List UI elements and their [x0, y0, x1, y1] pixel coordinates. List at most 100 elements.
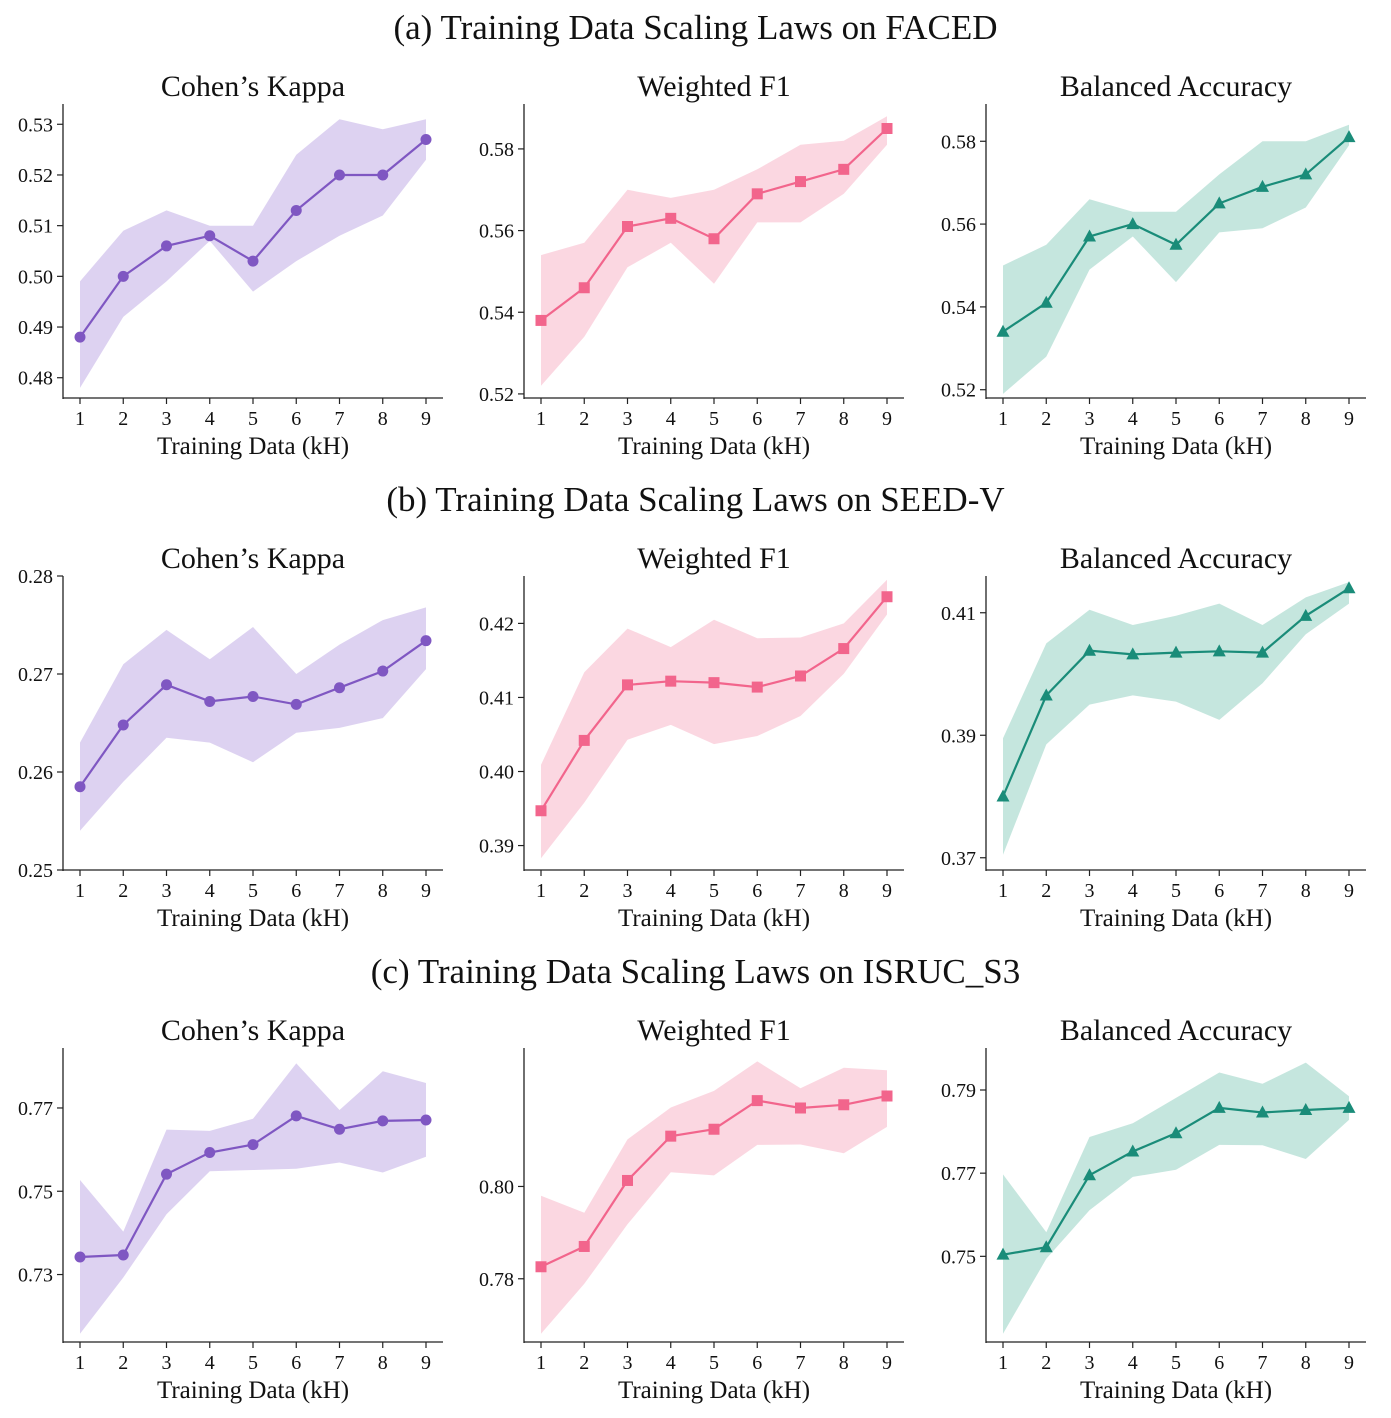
confidence-band: [1003, 124, 1349, 394]
x-tick-label: 4: [205, 1352, 215, 1374]
data-point: [708, 233, 720, 245]
x-tick-label: 8: [378, 880, 388, 902]
data-point: [247, 1139, 259, 1151]
data-point: [161, 1168, 172, 1180]
data-point: [1256, 645, 1269, 658]
x-tick-label: 7: [1258, 408, 1268, 430]
x-tick-label: 8: [1301, 1352, 1311, 1374]
x-tick-label: 9: [882, 408, 892, 430]
y-tick-label: 0.40: [479, 762, 514, 784]
x-tick-label: 5: [1171, 1352, 1181, 1374]
data-point: [795, 1102, 806, 1114]
y-tick-label: 0.58: [941, 131, 976, 153]
x-axis-label: Training Data (kH): [618, 433, 810, 460]
y-tick-label: 0.77: [941, 1163, 976, 1185]
x-tick-label: 3: [162, 408, 172, 430]
data-point: [290, 1110, 302, 1122]
x-tick-label: 6: [752, 408, 762, 430]
data-point: [74, 331, 86, 343]
x-tick-label: 2: [579, 408, 589, 430]
x-tick-label: 8: [378, 408, 388, 430]
x-tick-label: 7: [1258, 1352, 1268, 1374]
x-tick-label: 5: [248, 880, 258, 902]
x-tick-label: 3: [623, 408, 633, 430]
y-tick-label: 0.56: [479, 221, 514, 243]
data-point: [1256, 1105, 1269, 1118]
data-point: [665, 1130, 677, 1142]
x-tick-label: 3: [1085, 880, 1095, 902]
data-point: [881, 1090, 893, 1102]
y-tick-label: 0.48: [18, 368, 53, 390]
x-tick-label: 8: [839, 1352, 849, 1374]
x-tick-label: 6: [1214, 1352, 1224, 1374]
x-tick-label: 8: [1301, 408, 1311, 430]
x-tick-label: 5: [1171, 880, 1181, 902]
y-tick-label: 0.39: [479, 836, 514, 858]
data-point: [290, 698, 302, 710]
data-point: [881, 123, 893, 134]
x-tick-label: 5: [709, 1352, 719, 1374]
confidence-band: [541, 116, 887, 386]
x-tick-label: 6: [1214, 408, 1224, 430]
y-tick-label: 0.52: [479, 384, 514, 406]
x-tick-label: 1: [75, 1352, 85, 1374]
x-tick-label: 8: [1301, 880, 1311, 902]
y-tick-label: 0.42: [479, 613, 514, 635]
data-point: [1083, 229, 1096, 242]
x-axis-label: Training Data (kH): [618, 1377, 810, 1404]
panel-0-0: Cohen’s Kappa 0.48 0.49 0.50 0.51 0.52 0.53 1 2 3…: [18, 70, 443, 460]
data-point: [1169, 645, 1183, 658]
data-point: [420, 1114, 432, 1126]
x-tick-label: 1: [536, 880, 546, 902]
data-point: [1039, 688, 1053, 701]
data-point: [535, 1261, 547, 1273]
y-tick-label: 0.26: [18, 762, 53, 784]
y-tick-label: 0.54: [941, 297, 976, 319]
y-tick-label: 0.28: [18, 566, 53, 588]
x-tick-label: 9: [882, 1352, 892, 1374]
y-tick-label: 0.75: [18, 1181, 53, 1203]
x-tick-label: 9: [421, 880, 431, 902]
data-point: [751, 681, 763, 693]
data-point: [1342, 1100, 1356, 1113]
x-axis-label: Training Data (kH): [157, 905, 349, 932]
panel-title: Balanced Accuracy: [1060, 542, 1292, 575]
data-point: [334, 1123, 345, 1135]
x-tick-label: 1: [536, 408, 546, 430]
data-point: [535, 314, 547, 326]
data-point: [1169, 1126, 1183, 1139]
data-point: [1299, 1102, 1313, 1115]
x-tick-label: 9: [421, 1352, 431, 1374]
data-point: [838, 1099, 850, 1111]
data-point: [1083, 643, 1096, 656]
x-tick-label: 5: [248, 1352, 258, 1374]
data-point: [622, 679, 633, 691]
panel-1-2: Balanced Accuracy 0.37 0.39 0.41 1 2 3 4 5 6 7 8 9 Tr…: [941, 542, 1366, 932]
data-point: [665, 675, 677, 687]
x-tick-label: 7: [335, 408, 345, 430]
data-point: [665, 212, 677, 224]
data-point: [420, 635, 432, 647]
x-tick-label: 5: [709, 408, 719, 430]
y-tick-label: 0.25: [18, 860, 53, 882]
x-tick-label: 9: [1344, 880, 1354, 902]
y-tick-label: 0.77: [18, 1098, 53, 1120]
data-point: [1212, 1100, 1226, 1113]
x-tick-label: 2: [1041, 880, 1051, 902]
y-tick-label: 0.56: [941, 214, 976, 236]
data-point: [838, 163, 850, 175]
x-tick-label: 3: [162, 1352, 172, 1374]
data-point: [290, 204, 302, 216]
data-point: [1299, 167, 1313, 180]
x-tick-label: 4: [205, 880, 215, 902]
data-point: [117, 1249, 129, 1261]
panel-title: Cohen’s Kappa: [161, 70, 345, 103]
panel-2-2: Balanced Accuracy 0.75 0.77 0.79 1 2 3 4 5 6 7 8 9 Tr…: [941, 1014, 1366, 1404]
confidence-band: [541, 1061, 887, 1334]
data-point: [117, 719, 129, 731]
data-point: [334, 682, 345, 694]
data-point: [1212, 644, 1226, 657]
data-point: [578, 282, 590, 294]
confidence-band: [80, 1063, 426, 1334]
data-point: [578, 734, 590, 746]
